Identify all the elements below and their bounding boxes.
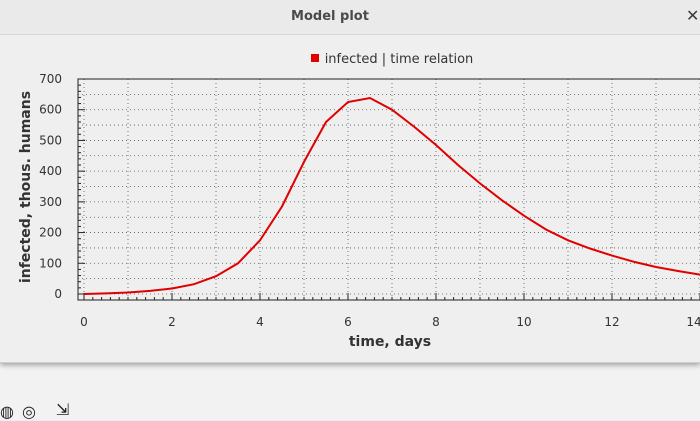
y-tick-label: 700 — [39, 72, 62, 86]
x-tick-label: 2 — [168, 315, 176, 329]
window-title: Model plot — [291, 9, 369, 24]
titlebar[interactable]: Model plot ✕ — [0, 0, 700, 35]
y-tick-label: 100 — [39, 256, 62, 270]
y-axis-title: infected, thous. humans — [18, 91, 34, 283]
wifi-icon[interactable]: ◍ — [0, 402, 14, 421]
y-tick-label: 300 — [39, 195, 62, 209]
series-line-infected — [83, 96, 700, 295]
tick-labels: 0 2 4 6 8 10 12 14 0 100 200 300 400 500 600 700 — [39, 72, 700, 329]
x-tick-label: 10 — [516, 315, 531, 329]
x-tick-label: 4 — [256, 315, 264, 329]
chart: 0 2 4 6 8 10 12 14 0 100 200 300 400 500 600 700 time, … — [18, 72, 700, 350]
legend-swatch — [310, 54, 319, 62]
x-tick-label: 8 — [432, 315, 440, 329]
ticks — [78, 78, 700, 300]
x-axis-title: time, days — [349, 334, 431, 350]
y-tick-label: 400 — [39, 164, 62, 178]
y-tick-label: 0 — [54, 287, 62, 301]
plot-window: Model plot ✕ infected | time relation 0 2… — [0, 0, 700, 363]
legend: infected | time relation — [0, 52, 700, 67]
y-tick-label: 600 — [39, 103, 62, 117]
logout-icon[interactable]: ⇲ — [56, 400, 70, 419]
target-icon[interactable]: ◎ — [22, 402, 36, 421]
plot-frame — [77, 78, 700, 301]
close-icon[interactable]: ✕ — [686, 6, 700, 25]
x-tick-label: 6 — [344, 315, 352, 329]
grid — [78, 78, 700, 300]
x-tick-label: 0 — [80, 315, 88, 329]
y-tick-label: 500 — [39, 133, 62, 147]
x-tick-label: 12 — [604, 315, 619, 329]
x-tick-label: 14 — [686, 315, 700, 329]
y-tick-label: 200 — [39, 226, 62, 240]
legend-label: infected | time relation — [324, 52, 474, 67]
